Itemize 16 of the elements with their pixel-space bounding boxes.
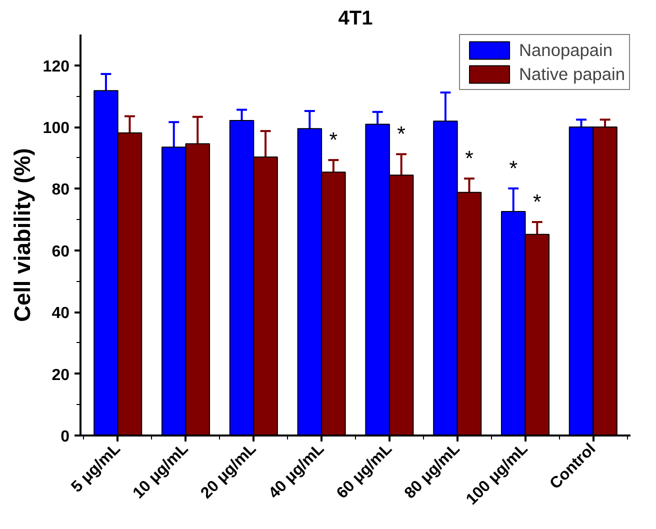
legend-label: Nanopapain: [519, 40, 612, 60]
annotation: *: [532, 190, 542, 214]
y-tick-label: 20: [52, 366, 70, 384]
annotation: *: [465, 146, 474, 171]
legend-label: Native papain: [519, 64, 625, 84]
y-tick-label: 80: [52, 182, 70, 199]
annotation: *: [509, 156, 518, 180]
annotation: *: [397, 122, 406, 146]
y-axis-title: Cell viability (%): [8, 148, 35, 322]
y-tick-label: 0: [60, 428, 70, 446]
y-tick-label: 120: [42, 58, 70, 76]
annotation: *: [329, 128, 338, 152]
y-tick-label: 100: [42, 120, 70, 138]
chart-title: 4T1: [338, 8, 373, 30]
y-tick-label: 60: [52, 243, 70, 260]
y-tick-label: 40: [52, 305, 70, 322]
